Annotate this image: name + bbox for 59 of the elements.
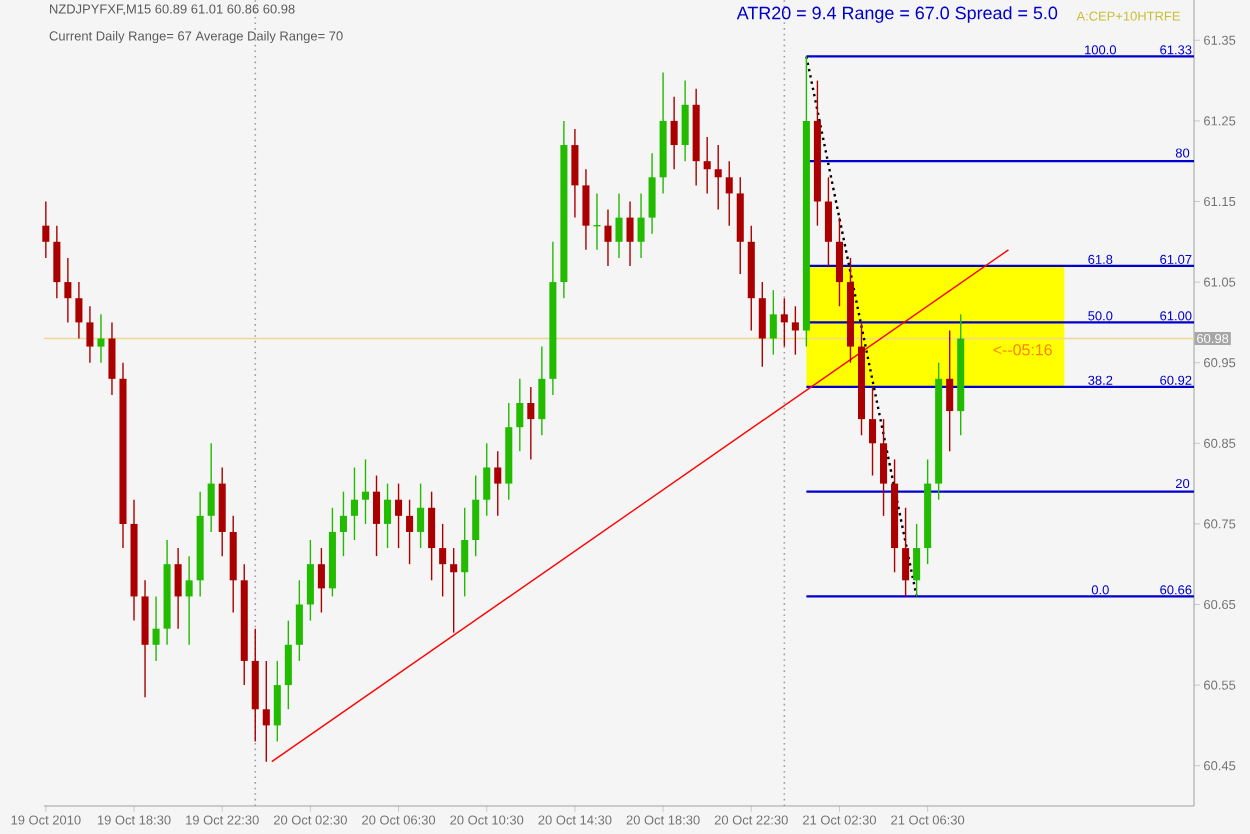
candlestick xyxy=(174,547,182,630)
candlestick xyxy=(637,192,645,259)
candlestick xyxy=(361,458,370,525)
candlestick xyxy=(648,152,656,235)
candlestick xyxy=(670,96,678,170)
candlestick xyxy=(472,474,480,557)
candlestick xyxy=(571,128,579,219)
candlestick xyxy=(946,329,954,453)
candlestick xyxy=(450,547,458,634)
candlestick xyxy=(273,660,281,743)
candlestick xyxy=(64,257,72,324)
candlestick xyxy=(714,144,722,211)
candlestick xyxy=(207,442,215,533)
candlestick xyxy=(406,499,414,565)
candlestick xyxy=(869,386,877,477)
candlestick xyxy=(262,660,270,763)
candlestick xyxy=(626,200,634,267)
candlestick xyxy=(97,313,105,364)
candlestick xyxy=(108,321,116,396)
annotation: ATR20 = 9.4 Range = 67.0 Spread = 5.0 xyxy=(736,6,1058,23)
candlestick xyxy=(428,490,436,582)
candlestick xyxy=(902,507,910,598)
candlestick xyxy=(284,619,292,710)
candlestick xyxy=(42,200,50,259)
candlestick xyxy=(75,281,83,340)
candlestick xyxy=(615,192,623,259)
candlestick xyxy=(461,507,469,598)
candlestick xyxy=(681,79,689,162)
candlestick xyxy=(483,442,491,517)
candlestick xyxy=(494,450,502,517)
candlestick xyxy=(582,168,590,251)
candlestick xyxy=(913,523,921,598)
candlestick xyxy=(791,305,799,356)
candlestick xyxy=(185,555,193,646)
candlestick xyxy=(439,523,447,598)
candlestick xyxy=(372,474,381,557)
candlestick xyxy=(703,136,711,195)
candlestick xyxy=(527,386,535,461)
candlestick xyxy=(769,289,777,356)
candlestick xyxy=(317,547,325,614)
candlestick xyxy=(516,378,524,453)
candlestick xyxy=(824,176,832,267)
candlestick xyxy=(339,490,347,557)
candlestick xyxy=(417,482,425,549)
candlestick xyxy=(86,305,94,364)
candlestick xyxy=(384,482,392,549)
candlestick xyxy=(306,539,314,622)
candlestick xyxy=(295,579,303,662)
candlestick xyxy=(604,208,612,267)
candlestick xyxy=(350,466,358,541)
candlestick xyxy=(395,482,403,549)
candlestick xyxy=(758,281,766,368)
candlestick xyxy=(880,418,888,517)
candlestick xyxy=(152,595,160,662)
candlestick xyxy=(538,345,546,436)
candlestick xyxy=(835,216,843,307)
candlestick xyxy=(725,160,733,227)
candlestick xyxy=(53,224,61,299)
candlestick xyxy=(780,297,788,348)
